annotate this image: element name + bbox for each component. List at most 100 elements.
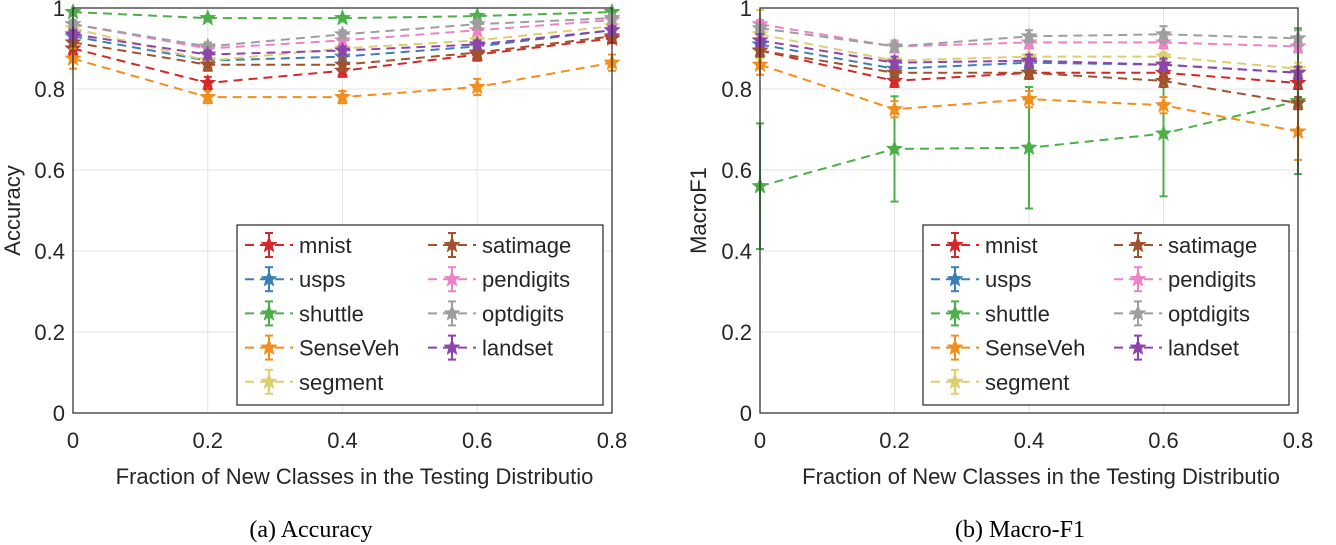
x-tick-label: 0: [67, 428, 79, 453]
legend: mnist usps shuttle SenseVeh segment satimage p…: [236, 224, 604, 406]
legend-item: mnist: [931, 232, 1038, 258]
data-point: [1154, 71, 1173, 89]
data-point: [1020, 51, 1038, 69]
y-tick-label: 0.4: [34, 239, 65, 264]
data-point: [198, 73, 217, 91]
legend-marker: [946, 269, 964, 287]
x-tick-label: 0.8: [597, 428, 628, 453]
x-tick-label: 0.4: [1014, 428, 1045, 453]
legend-marker: [443, 235, 461, 253]
data-point: [1154, 55, 1173, 73]
legend-marker: [1129, 338, 1147, 356]
legend-label: landset: [1168, 336, 1239, 361]
legend-marker: [443, 338, 461, 356]
legend-label: pendigits: [482, 267, 570, 292]
x-tick-label: 0.8: [1283, 428, 1314, 453]
legend-item: shuttle: [245, 300, 364, 327]
legend-item: optdigits: [1114, 300, 1250, 327]
legend-item: satimage: [428, 232, 571, 258]
legend-marker: [260, 372, 278, 390]
y-axis-label: MacroF1: [686, 167, 711, 254]
panel-accuracy: 0 0.2 0.4 0.6 0.8 0 0.2 0.4 0.6 0.8 1 Fraction of N…: [0, 0, 627, 543]
data-point: [468, 21, 487, 38]
series-landset: [64, 21, 621, 63]
legend-marker: [1129, 304, 1147, 321]
legend-item: usps: [931, 266, 1031, 293]
legend-label: SenseVeh: [299, 336, 399, 361]
legend-label: optdigits: [482, 301, 564, 326]
x-tick-label: 0.6: [1148, 428, 1179, 453]
legend-marker: [443, 269, 461, 287]
legend-item: segment: [245, 368, 383, 395]
legend-item: pendigits: [428, 266, 570, 293]
legend-label: segment: [985, 370, 1069, 395]
legend-label: usps: [985, 267, 1031, 292]
data-point: [333, 25, 352, 42]
panel-caption: (a) Accuracy: [249, 517, 372, 543]
data-point: [1154, 124, 1173, 142]
data-point: [333, 8, 352, 26]
data-point: [333, 87, 352, 105]
data-point: [468, 43, 487, 61]
legend-label: shuttle: [985, 301, 1050, 326]
legend-box: [922, 224, 1290, 406]
legend-item: shuttle: [931, 300, 1050, 327]
data-point: [1154, 95, 1173, 113]
y-tick-label: 0.6: [721, 158, 752, 183]
legend-item: landset: [1114, 334, 1239, 361]
y-tick-label: 0.6: [34, 158, 65, 183]
plot-frame: [759, 7, 1299, 414]
legend-marker: [260, 338, 278, 356]
y-tick-label: 0: [53, 401, 65, 426]
data-point: [1020, 89, 1038, 107]
legend-marker: [946, 235, 964, 253]
data-point: [198, 8, 217, 26]
x-axis-label: Fraction of New Classes in the Testing D…: [116, 464, 594, 489]
legend-label: landset: [482, 336, 553, 361]
legend-item: pendigits: [1114, 266, 1256, 293]
data-point: [198, 55, 217, 73]
y-tick-label: 0: [740, 401, 752, 426]
data-point: [1154, 25, 1173, 42]
legend-marker: [946, 372, 964, 390]
data-point: [885, 63, 904, 81]
y-tick-label: 0.2: [721, 320, 752, 345]
data-point: [198, 45, 217, 63]
data-point: [885, 37, 904, 54]
x-tick-label: 0.2: [879, 428, 910, 453]
y-tick-label: 1: [53, 0, 65, 21]
legend-item: SenseVeh: [245, 334, 399, 361]
legend-label: mnist: [299, 233, 352, 258]
plot-frame: [72, 7, 613, 414]
legend-marker: [260, 304, 278, 321]
x-tick-label: 0.6: [462, 428, 493, 453]
y-tick-label: 0.2: [34, 320, 65, 345]
data-point: [885, 139, 904, 157]
legend-item: mnist: [245, 232, 352, 258]
panel-caption: (b) Macro-F1: [955, 517, 1085, 543]
data-point: [468, 14, 487, 32]
legend-marker: [1129, 269, 1147, 287]
data-point: [1020, 63, 1038, 81]
data-point: [885, 53, 904, 71]
legend-marker: [946, 338, 964, 356]
legend-label: SenseVeh: [985, 336, 1085, 361]
legend-marker: [260, 235, 278, 253]
legend-label: usps: [299, 267, 345, 292]
legend-item: optdigits: [428, 300, 564, 327]
y-axis-label: Accuracy: [0, 165, 25, 255]
data-point: [468, 35, 487, 52]
y-tick-label: 0.8: [34, 77, 65, 102]
legend-marker: [946, 304, 964, 321]
y-tick-label: 0.8: [721, 77, 752, 102]
legend-item: landset: [428, 334, 553, 361]
legend-label: segment: [299, 370, 383, 395]
data-point: [1020, 138, 1038, 156]
data-point: [333, 41, 352, 58]
x-tick-label: 0: [754, 428, 766, 453]
data-point: [885, 71, 904, 89]
data-point: [198, 87, 217, 105]
legend-label: pendigits: [1168, 267, 1256, 292]
x-tick-label: 0.2: [192, 428, 223, 453]
